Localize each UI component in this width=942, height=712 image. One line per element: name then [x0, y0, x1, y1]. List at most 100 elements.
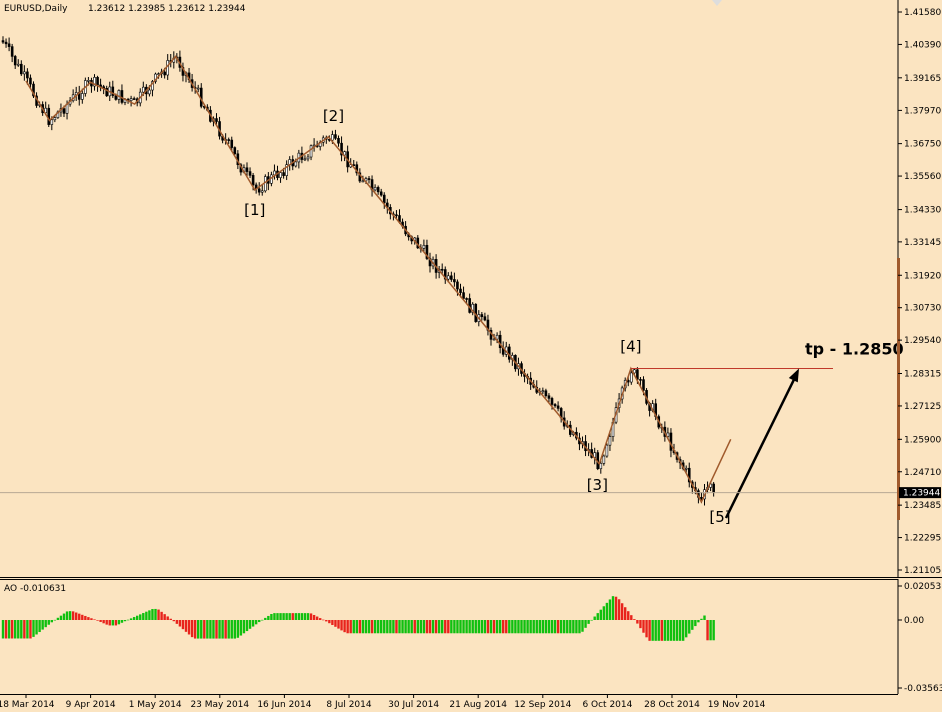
ao-bar — [212, 620, 215, 639]
price-axis: 1.41580 1.40390 1.39165 1.37970 1.36750 1.355… — [897, 0, 941, 577]
ao-bar — [90, 618, 93, 620]
ao-bar — [84, 615, 87, 620]
ao-bar — [685, 620, 688, 638]
ao-bar — [535, 620, 538, 634]
candle-body — [666, 432, 670, 437]
ao-bar — [428, 620, 432, 634]
candle-body — [550, 398, 554, 405]
ao-bar — [68, 611, 72, 620]
ohlc-label: 1.23612 1.23985 1.23612 1.23944 — [88, 4, 246, 14]
candle-body — [373, 187, 377, 191]
candle-body — [382, 194, 386, 204]
wave-path — [25, 55, 732, 504]
candle-body — [498, 334, 502, 349]
ao-bar — [465, 620, 468, 634]
ao-bar — [148, 610, 151, 620]
candle-body — [712, 483, 715, 493]
ao-bar — [190, 620, 194, 638]
candle-body — [334, 134, 337, 139]
ao-bar — [410, 620, 413, 634]
ao-bar — [462, 620, 465, 634]
ao-bar — [81, 614, 84, 620]
candle-body — [81, 93, 84, 100]
candle-body — [553, 404, 557, 407]
ao-bar — [373, 620, 377, 634]
ao-bar — [7, 620, 11, 639]
date-tick-label: 9 Apr 2014 — [66, 700, 116, 710]
price-tick-label: 1.30730 — [904, 304, 941, 314]
candle-body — [376, 187, 380, 193]
projection-arrow[interactable] — [724, 376, 797, 519]
ao-bar — [434, 620, 438, 634]
ao-bar — [599, 609, 602, 620]
date-tick-label: 6 Oct 2014 — [582, 700, 632, 710]
ao-bar — [624, 607, 627, 620]
candle-body — [443, 269, 447, 280]
ao-bar — [489, 620, 493, 634]
ao-bar — [209, 620, 212, 639]
ao-bar — [44, 620, 47, 628]
ao-bar — [389, 620, 392, 634]
ao-bar — [511, 620, 514, 634]
ao-bar — [32, 620, 35, 637]
ao-bar — [697, 620, 700, 623]
candle-body — [117, 90, 121, 100]
ao-bar — [364, 620, 368, 634]
ao-bar — [136, 615, 139, 620]
ao-bar — [703, 615, 706, 620]
ao-bar — [367, 620, 371, 634]
candle-body — [29, 77, 32, 85]
candle-body — [227, 139, 230, 141]
ao-bar — [712, 620, 715, 641]
ao-bar — [319, 618, 322, 620]
ao-label: AO -0.010631 — [4, 584, 66, 594]
candle-body — [251, 175, 255, 186]
ao-bar — [566, 620, 569, 634]
candle-body — [114, 95, 118, 100]
ao-bar — [605, 602, 609, 620]
ao-bar — [672, 620, 676, 641]
ao-bar — [230, 620, 233, 639]
candle-body — [465, 298, 468, 300]
ao-bar — [611, 596, 615, 620]
candle-body — [26, 71, 29, 79]
date-tick-label: 16 Jun 2014 — [257, 700, 311, 710]
scroll-marker-icon[interactable] — [712, 0, 722, 6]
ao-bar — [544, 620, 548, 634]
ao-indicator-panel[interactable]: AO -0.010631 0.020531 0.00 -0.035636 — [1, 579, 942, 694]
wave-label-2: [2] — [323, 107, 344, 125]
candle-body — [7, 43, 11, 47]
candle-body — [93, 77, 96, 87]
ao-bar — [602, 606, 606, 620]
ao-bar — [526, 620, 529, 634]
ao-bar — [303, 613, 307, 620]
ao-bar — [669, 620, 673, 641]
arrow-head-icon — [788, 368, 799, 383]
ao-bar — [370, 620, 374, 634]
candle-body — [309, 145, 313, 158]
candle-body — [471, 303, 475, 313]
ao-bar — [343, 620, 346, 633]
candle-body — [105, 88, 108, 97]
candle-body — [47, 107, 51, 125]
ao-tick-zero: 0.00 — [904, 616, 924, 626]
candle-body — [337, 138, 340, 144]
price-panel[interactable]: [1] [2] [3] [4] [5] tp - 1.2850 EURUSD,D… — [0, 0, 904, 577]
wave-label-3: [3] — [587, 476, 608, 494]
ao-bar — [245, 620, 249, 632]
ao-bar — [502, 620, 505, 634]
candle-body — [87, 80, 90, 82]
ao-bar — [447, 620, 450, 634]
ao-bar — [270, 614, 273, 620]
ao-bar — [193, 620, 197, 639]
ao-bar — [23, 620, 26, 639]
ao-bar — [178, 620, 182, 627]
ao-bar — [248, 620, 252, 629]
ao-bar — [486, 620, 490, 634]
ao-bar — [620, 603, 624, 620]
price-tick-label: 1.29540 — [904, 336, 941, 346]
ao-bar — [175, 620, 179, 624]
wave-labels: [1] [2] [3] [4] [5] — [244, 107, 730, 526]
ao-bar — [157, 609, 160, 620]
